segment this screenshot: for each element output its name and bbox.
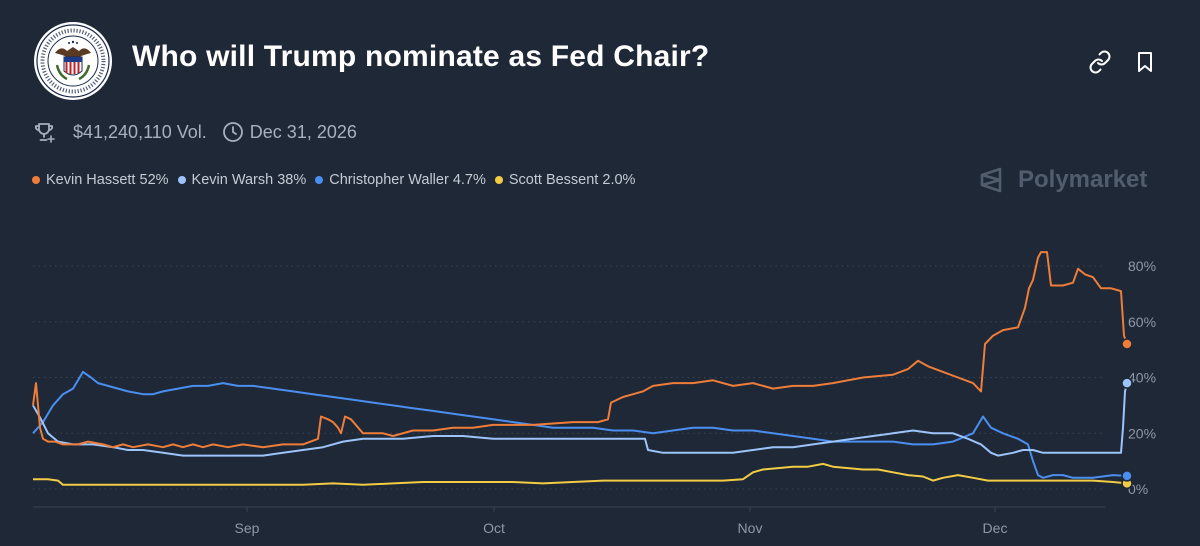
legend-value: 38% <box>277 172 307 188</box>
clock-icon <box>222 122 243 142</box>
legend-item-bessent: Scott Bessent 2.0% <box>494 172 636 188</box>
legend-value: 4.7% <box>452 172 486 188</box>
legend-item-warsh: Kevin Warsh 38% <box>177 172 307 188</box>
chart-grid <box>33 265 1105 508</box>
legend-name: Christopher Waller <box>329 172 449 188</box>
y-axis: 0% 20% 40% 60% 80% <box>1128 258 1156 497</box>
legend-value: 2.0% <box>602 172 636 188</box>
polymarket-logo-icon <box>980 167 1002 193</box>
series-end-dot-kevin-warsh <box>1121 377 1133 389</box>
legend-name: Kevin Hassett <box>46 172 136 188</box>
page-title: Who will Trump nominate as Fed Chair? <box>132 40 710 73</box>
y-tick-label: 0% <box>1128 481 1148 497</box>
price-chart[interactable]: Sep Oct Nov Dec 0% 20% 40% 60% 80% <box>0 230 1200 546</box>
x-tick-label: Oct <box>483 520 505 536</box>
legend-item-waller: Christopher Waller 4.7% <box>315 172 486 188</box>
brand-name: Polymarket <box>1018 166 1148 193</box>
fed-seal-icon <box>34 22 112 100</box>
series-line-christopher-waller <box>32 370 1128 479</box>
polymarket-brand: Polymarket <box>978 165 1147 195</box>
legend-item-hassett: Kevin Hassett 52% <box>32 172 169 188</box>
series-end-dot-christopher-waller <box>1121 470 1133 482</box>
y-tick-label: 60% <box>1128 314 1156 330</box>
legend-dot <box>494 176 503 184</box>
legend-dot <box>32 176 40 184</box>
x-tick-label: Nov <box>738 520 763 536</box>
y-tick-label: 20% <box>1128 425 1156 441</box>
legend-name: Scott Bessent <box>508 172 599 188</box>
link-icon[interactable] <box>1088 50 1112 74</box>
legend-dot <box>177 176 186 184</box>
y-tick-label: 40% <box>1128 370 1156 386</box>
end-date-text: Dec 31, 2026 <box>249 121 357 142</box>
x-tick-label: Sep <box>235 520 260 536</box>
legend-dot <box>315 176 324 184</box>
x-tick-label: Dec <box>983 520 1008 536</box>
series-line-kevin-hassett <box>32 251 1128 449</box>
chart-end-markers <box>1121 338 1133 490</box>
legend-name: Kevin Warsh <box>191 172 274 188</box>
x-axis: Sep Oct Nov Dec <box>235 507 1008 536</box>
series-line-kevin-warsh <box>32 382 1128 457</box>
series-line-scott-bessent <box>33 462 1128 486</box>
legend-value: 52% <box>139 172 169 188</box>
bookmark-icon[interactable] <box>1133 50 1157 74</box>
y-tick-label: 80% <box>1128 258 1156 274</box>
chart-lines <box>32 251 1128 486</box>
chart-legend: Kevin Hassett 52% Kevin Warsh 38% Christ… <box>32 170 644 190</box>
series-end-dot-kevin-hassett <box>1121 338 1133 350</box>
trophy-icon <box>34 123 55 143</box>
volume-text: $41,240,110 Vol. <box>73 121 207 142</box>
market-meta: $41,240,110 Vol. Dec 31, 2026 <box>32 119 357 145</box>
